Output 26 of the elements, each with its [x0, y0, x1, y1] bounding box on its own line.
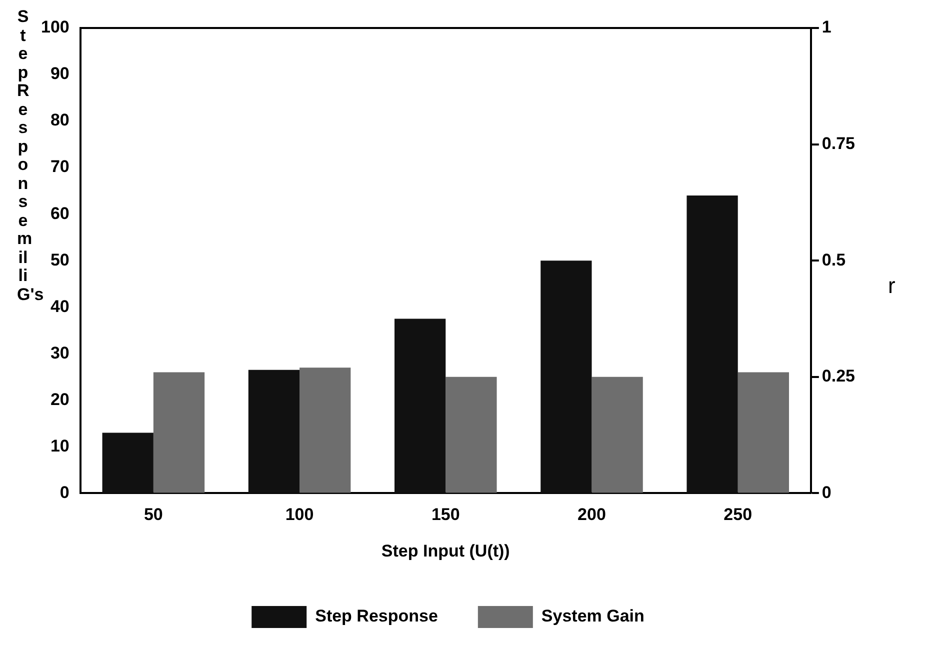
y2-axis-title: r: [888, 273, 896, 299]
y2-tick-label: 0.75: [822, 134, 856, 153]
y-tick-label: 40: [50, 296, 70, 316]
x-tick-label: 200: [578, 505, 606, 524]
y-tick-label: 10: [50, 436, 70, 456]
y2-tick-label: 0.5: [822, 250, 846, 270]
x-axis-title: Step Input (U(t)): [381, 541, 510, 560]
y-tick-label: 70: [50, 157, 70, 176]
y2-tick-label: 0.25: [822, 366, 856, 386]
x-tick-label: 150: [431, 505, 460, 524]
y-tick-label: 90: [50, 64, 70, 84]
y-tick-label: 100: [40, 18, 70, 37]
y-tick-label: 20: [50, 390, 70, 409]
legend-label: Step Response: [315, 606, 438, 626]
x-tick-label: 100: [285, 505, 314, 524]
y2-tick-label: 0: [822, 482, 832, 502]
y-tick-label: 80: [50, 110, 70, 130]
y-tick-label: 50: [50, 250, 70, 270]
x-tick-label: 50: [144, 505, 163, 524]
legend-label: System Gain: [541, 606, 644, 626]
y-tick-label: 30: [50, 343, 70, 362]
y-tick-label: 0: [60, 482, 70, 502]
y2-tick-label: 1: [822, 18, 832, 37]
bar: [686, 195, 738, 494]
y-tick-label: 60: [50, 204, 70, 223]
x-tick-label: 250: [724, 505, 752, 524]
